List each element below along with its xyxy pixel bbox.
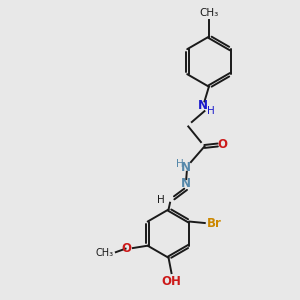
Text: N: N (181, 177, 191, 190)
Text: OH: OH (162, 275, 182, 288)
Text: CH₃: CH₃ (199, 8, 218, 18)
Text: O: O (217, 139, 227, 152)
Text: H: H (176, 158, 184, 169)
Text: H: H (207, 106, 215, 116)
Text: Br: Br (206, 217, 221, 230)
Text: H: H (157, 195, 165, 205)
Text: CH₃: CH₃ (96, 248, 114, 258)
Text: N: N (198, 99, 208, 112)
Text: N: N (181, 160, 191, 174)
Text: O: O (121, 242, 131, 254)
